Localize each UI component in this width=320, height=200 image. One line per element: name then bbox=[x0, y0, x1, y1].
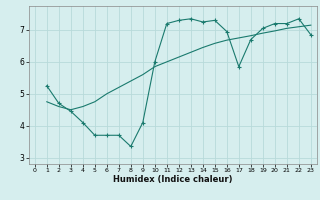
X-axis label: Humidex (Indice chaleur): Humidex (Indice chaleur) bbox=[113, 175, 233, 184]
